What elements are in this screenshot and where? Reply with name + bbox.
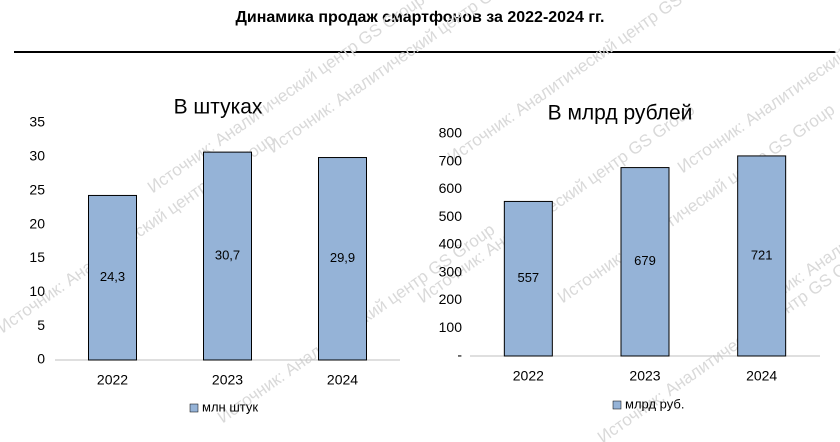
chart-title: В млрд рублей: [548, 102, 693, 125]
y-tick-label: 500: [439, 208, 463, 224]
y-tick-label: 300: [439, 263, 463, 279]
x-tick-label: 2023: [629, 368, 660, 384]
data-label: 721: [751, 247, 773, 262]
y-tick-label: 20: [29, 215, 45, 231]
x-tick-label: 2024: [327, 372, 358, 388]
data-label: 30,7: [215, 247, 240, 262]
bar: [503, 200, 553, 357]
y-tick-label: 400: [439, 236, 463, 252]
legend-label: млн штук: [202, 399, 258, 414]
y-tick-label: 800: [439, 125, 463, 141]
legend-swatch: [189, 403, 199, 413]
y-tick-label: 15: [29, 249, 45, 265]
bar: [203, 151, 252, 361]
y-tick-label: 0: [37, 351, 45, 367]
x-tick-label: 2024: [746, 368, 777, 384]
y-tick-label: 200: [439, 291, 463, 307]
y-tick-label: 600: [439, 180, 463, 196]
bar: [88, 194, 137, 361]
y-tick-label: 5: [37, 317, 45, 333]
y-tick-label: 10: [29, 283, 45, 299]
bar: [620, 167, 670, 357]
legend-label: млрд руб.: [625, 396, 684, 411]
y-tick-label: 30: [29, 148, 45, 164]
y-tick-label: 100: [439, 319, 463, 335]
chart-title: В штуках: [174, 96, 263, 119]
y-tick-label: -: [457, 347, 462, 363]
y-tick-label: 700: [439, 152, 463, 168]
bar: [318, 157, 367, 361]
x-tick-label: 2022: [513, 368, 544, 384]
x-tick-label: 2022: [97, 372, 128, 388]
bar: [737, 155, 787, 357]
data-label: 29,9: [330, 250, 355, 265]
legend-swatch: [612, 400, 622, 410]
x-tick-label: 2023: [212, 372, 243, 388]
y-tick-label: 35: [29, 114, 45, 130]
data-label: 679: [634, 253, 656, 268]
data-label: 557: [517, 270, 539, 285]
y-tick-label: 25: [29, 181, 45, 197]
page-title: Динамика продаж смартфонов за 2022-2024 …: [236, 9, 605, 26]
data-label: 24,3: [100, 269, 125, 284]
